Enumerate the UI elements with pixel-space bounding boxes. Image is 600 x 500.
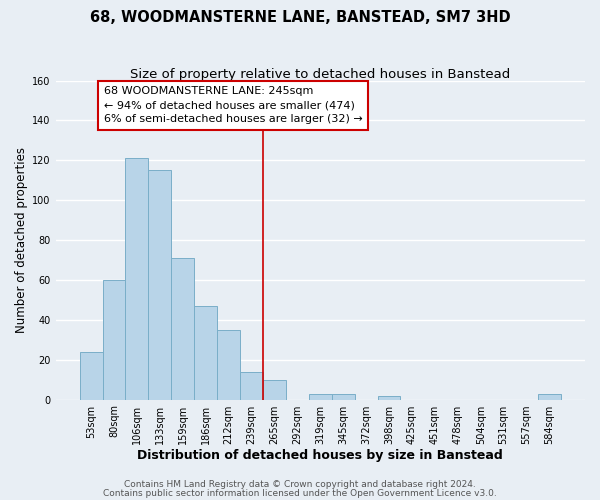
Title: Size of property relative to detached houses in Banstead: Size of property relative to detached ho…	[130, 68, 511, 80]
Bar	[263, 380, 286, 400]
Bar	[148, 170, 171, 400]
Y-axis label: Number of detached properties: Number of detached properties	[15, 147, 28, 333]
Text: 68 WOODMANSTERNE LANE: 245sqm
← 94% of detached houses are smaller (474)
6% of s: 68 WOODMANSTERNE LANE: 245sqm ← 94% of d…	[104, 86, 362, 124]
Text: 68, WOODMANSTERNE LANE, BANSTEAD, SM7 3HD: 68, WOODMANSTERNE LANE, BANSTEAD, SM7 3H…	[89, 10, 511, 25]
Text: Contains public sector information licensed under the Open Government Licence v3: Contains public sector information licen…	[103, 488, 497, 498]
Bar	[377, 396, 400, 400]
Bar	[103, 280, 125, 400]
Bar	[80, 352, 103, 400]
Bar	[240, 372, 263, 400]
X-axis label: Distribution of detached houses by size in Banstead: Distribution of detached houses by size …	[137, 450, 503, 462]
Bar	[309, 394, 332, 400]
Bar	[332, 394, 355, 400]
Bar	[194, 306, 217, 400]
Bar	[217, 330, 240, 400]
Bar	[125, 158, 148, 400]
Bar	[171, 258, 194, 400]
Bar	[538, 394, 561, 400]
Text: Contains HM Land Registry data © Crown copyright and database right 2024.: Contains HM Land Registry data © Crown c…	[124, 480, 476, 489]
